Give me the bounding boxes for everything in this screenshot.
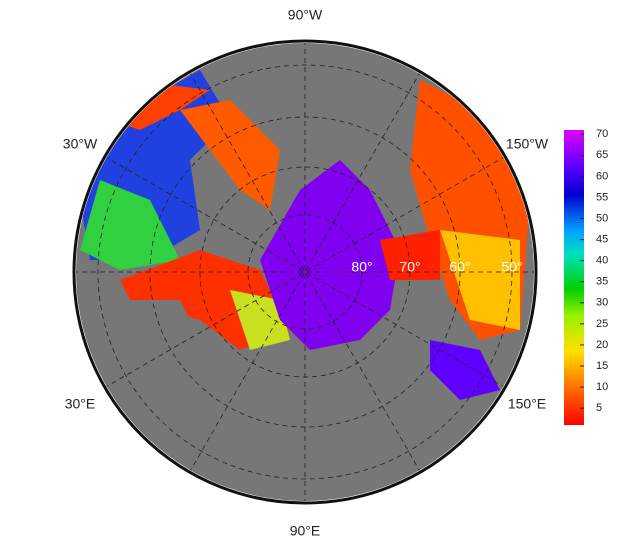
latitude-label: 80° xyxy=(351,259,372,275)
colorbar-tick-label: 40 xyxy=(596,255,608,267)
colorbar-tick-label: 10 xyxy=(596,381,608,393)
latitude-label: 50° xyxy=(501,259,522,275)
field-patch xyxy=(430,340,500,400)
latitude-label: 60° xyxy=(449,259,470,275)
data-field xyxy=(80,70,530,400)
colorbar-tick-label: 70 xyxy=(596,128,608,140)
longitude-label: 30°W xyxy=(63,136,98,152)
colorbar-tick-label: 65 xyxy=(596,149,608,161)
field-patch xyxy=(110,85,210,130)
colorbar-tick-label: 35 xyxy=(596,276,608,288)
colorbar-ramp xyxy=(564,130,584,425)
longitude-label: 150°E xyxy=(508,396,546,412)
field-patch xyxy=(440,230,520,330)
longitude-label: 30°E xyxy=(65,396,96,412)
colorbar-tick-label: 15 xyxy=(596,360,608,372)
colorbar-tick-label: 60 xyxy=(596,170,608,182)
field-patch xyxy=(80,180,180,270)
longitude-label: 90°W xyxy=(288,7,323,23)
longitude-label: 150°W xyxy=(506,136,549,152)
colorbar-tick-label: 5 xyxy=(596,402,602,414)
longitude-label: 90°E xyxy=(290,523,321,539)
colorbar-tick-label: 50 xyxy=(596,212,608,224)
land-patch xyxy=(100,300,200,350)
colorbar-tick-label: 30 xyxy=(596,297,608,309)
colorbar-tick-label: 55 xyxy=(596,191,608,203)
colorbar-tick-label: 45 xyxy=(596,233,608,245)
field-patch xyxy=(180,100,280,210)
latitude-label: 70° xyxy=(399,259,420,275)
colorbar: 5 10 15 20 25 30 35 40 45 50 55 60 65 70 xyxy=(564,128,608,425)
field-patch xyxy=(380,230,440,280)
colorbar-tick-label: 25 xyxy=(596,318,608,330)
colorbar-tick-label: 20 xyxy=(596,339,608,351)
graticule xyxy=(76,43,534,501)
polar-map: 90°W 30°W 150°W 30°E 150°E 90°E 80° 70° … xyxy=(63,7,549,539)
sea-ice-field xyxy=(260,160,400,350)
